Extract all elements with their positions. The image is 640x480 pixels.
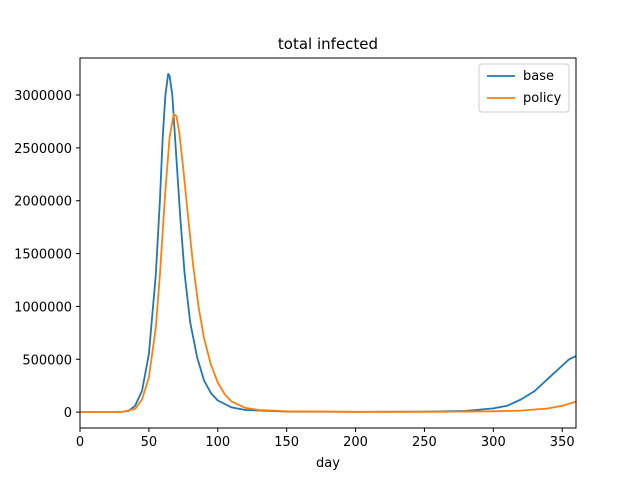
legend: base policy <box>478 63 570 113</box>
y-axis-ticks: 0 500000 1000000 1500000 2000000 2500000 30000… <box>14 89 80 421</box>
series-line-policy <box>80 113 577 414</box>
y-tick-label: 1000000 <box>14 300 72 315</box>
y-tick-label: 2500000 <box>14 142 72 157</box>
x-axis-label: day <box>316 456 340 471</box>
y-tick-label: 1500000 <box>14 248 72 263</box>
legend-label-base: base <box>523 69 554 84</box>
y-tick-label: 500000 <box>22 353 72 368</box>
y-tick-label: 2000000 <box>14 195 72 210</box>
x-tick-label: 0 <box>76 435 84 450</box>
x-tick-label: 150 <box>274 435 299 450</box>
y-tick-label: 3000000 <box>14 89 72 104</box>
series-layer <box>80 73 577 414</box>
chart-title: total infected <box>278 35 378 53</box>
x-axis-ticks: 0 50 100 150 200 250 300 350 <box>76 428 575 450</box>
x-tick-label: 50 <box>141 435 158 450</box>
series-line-base <box>80 73 577 414</box>
x-tick-label: 100 <box>205 435 230 450</box>
y-tick-label: 0 <box>64 406 72 421</box>
plot-frame <box>79 57 577 429</box>
x-tick-label: 250 <box>412 435 437 450</box>
x-tick-label: 350 <box>550 435 575 450</box>
x-tick-label: 200 <box>343 435 368 450</box>
legend-label-policy: policy <box>523 91 562 106</box>
x-tick-label: 300 <box>481 435 506 450</box>
